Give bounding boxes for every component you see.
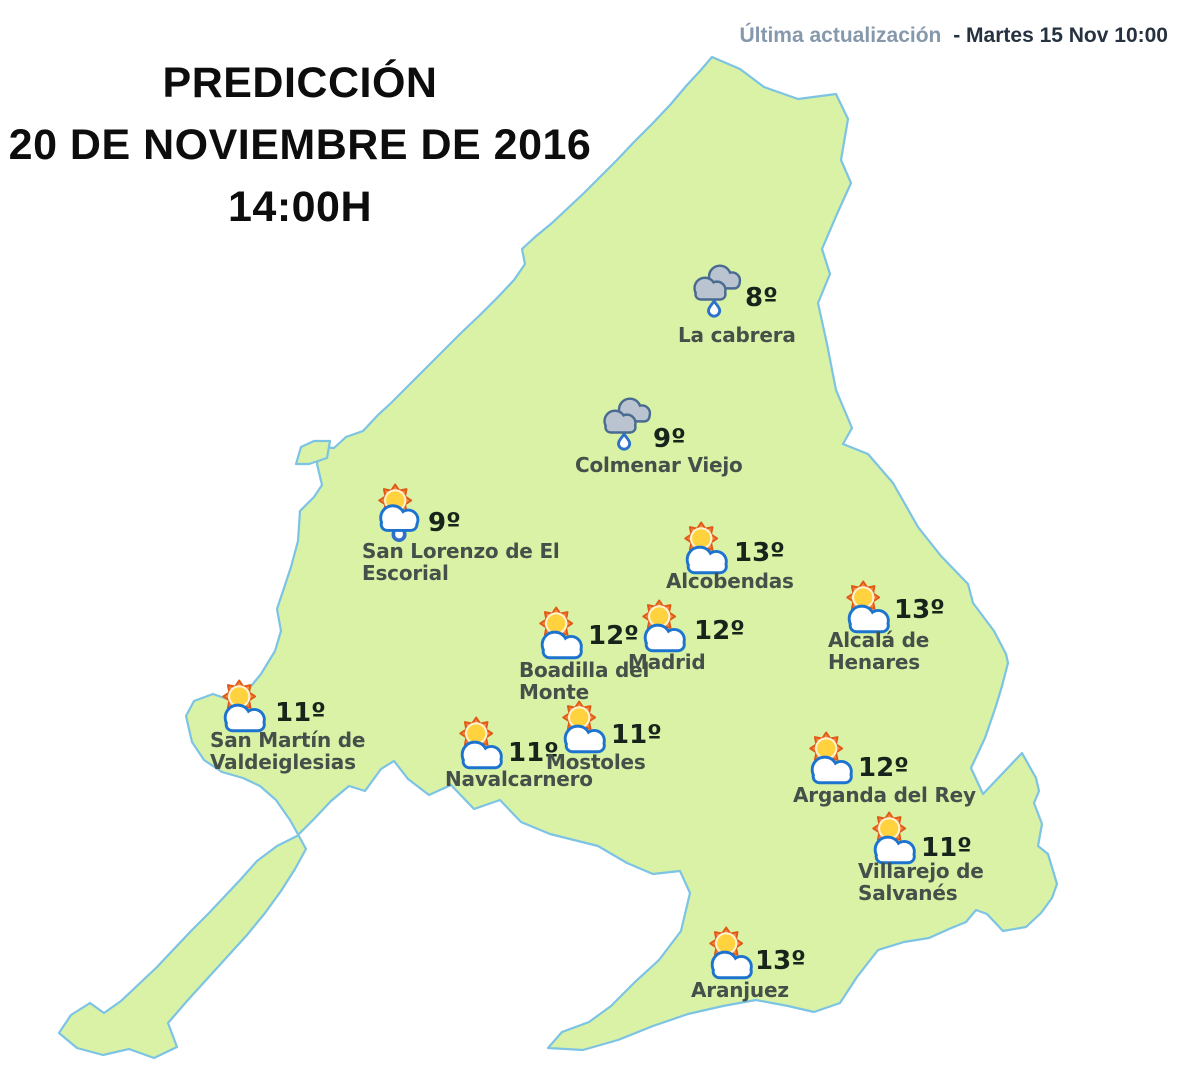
temperature: 11º (921, 833, 972, 863)
city-label-line: Villarejo de (858, 859, 984, 883)
temperature: 13º (894, 595, 945, 625)
city-label: Aranjuez (691, 978, 789, 1002)
city-label-line: Aranjuez (691, 978, 789, 1002)
city-label: Alcalá de Henares (828, 628, 930, 674)
city-label: Villarejo de Salvanés (858, 859, 984, 905)
temperature: 12º (858, 753, 909, 783)
city-label-line: Valdeiglesias (210, 749, 356, 774)
city-label: San Lorenzo de El Escorial (362, 539, 560, 585)
city-label: Boadilla del Monte (519, 658, 650, 704)
city-label-line: San Martín de (210, 728, 366, 752)
temperature: 11º (611, 720, 662, 750)
last-update-value: - Martes 15 Nov 10:00 (953, 24, 1168, 47)
city-label-line: La cabrera (678, 323, 796, 347)
city-label-line: Navalcarnero (445, 767, 593, 791)
city-label-line: San Lorenzo de El (362, 539, 560, 563)
title-line-2: 20 DE NOVIEMBRE DE 2016 (8, 121, 592, 169)
rain-icon (598, 395, 656, 455)
last-update-label: Última actualización (739, 24, 942, 47)
temperature: 9º (653, 424, 686, 454)
city-label: Colmenar Viejo (575, 453, 743, 477)
temperature: 13º (755, 946, 806, 976)
city-label-line: Henares (828, 649, 920, 674)
temperature: 11º (275, 698, 326, 728)
city-label-line: Monte (519, 679, 590, 704)
city-label-line: Salvanés (858, 880, 958, 905)
temperature: 13º (734, 538, 785, 568)
last-update-header: Última actualización - Martes 15 Nov 10:… (739, 24, 1168, 48)
city-label-line: Madrid (628, 650, 706, 674)
temperature: 12º (588, 621, 639, 651)
temperature: 12º (694, 616, 745, 646)
city-label-line: Arganda del Rey (793, 783, 976, 807)
city-label: Arganda del Rey (793, 783, 976, 807)
sun-cloud-icon (703, 926, 761, 986)
region-exclave (294, 439, 332, 466)
city-label: San Martín de Valdeiglesias (210, 728, 366, 774)
page-title: PREDICCIÓN 20 DE NOVIEMBRE DE 2016 14:00… (8, 52, 592, 238)
city-label: Alcobendas (666, 569, 794, 593)
city-label-line: Alcobendas (666, 569, 794, 593)
city-label-line: Mostoles (546, 750, 646, 774)
sun-cloud-icon (803, 731, 861, 791)
region-outline (57, 55, 1059, 1060)
rain-icon (688, 262, 746, 322)
sun-cloud-icon (533, 606, 591, 666)
city-label: Mostoles (546, 750, 646, 774)
title-line-1: PREDICCIÓN (162, 59, 438, 107)
city-label-line: Colmenar Viejo (575, 453, 743, 477)
city-label-line: Escorial (362, 560, 449, 585)
city-label: La cabrera (678, 323, 796, 347)
sun-cloud-rain-icon (372, 483, 430, 543)
temperature: 8º (745, 283, 778, 313)
city-label: Madrid (628, 650, 706, 674)
city-label: Navalcarnero (445, 767, 593, 791)
temperature: 11º (508, 738, 559, 768)
temperature: 9º (428, 508, 461, 538)
city-label-line: Alcalá de (828, 628, 930, 652)
title-line-3: 14:00H (227, 183, 373, 231)
city-label-line: Boadilla del (519, 658, 650, 682)
